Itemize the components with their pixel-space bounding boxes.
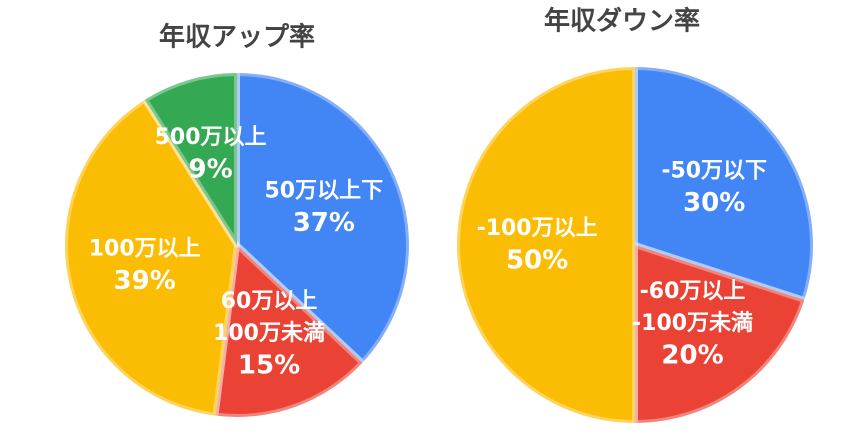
slice-label: 100万以上 xyxy=(89,237,201,262)
value-label: 20% xyxy=(661,341,723,371)
value-label: 39% xyxy=(114,266,176,296)
pie-slice xyxy=(632,64,816,304)
slice-label: 100万未満 xyxy=(213,320,325,346)
slice-label: 60万以上 xyxy=(221,289,318,314)
value-label: 30% xyxy=(683,188,745,218)
slice-label: -60万以上 xyxy=(640,279,746,304)
slice-label: -50万以下 xyxy=(661,158,767,183)
slice-label: -100万以上 xyxy=(477,216,598,241)
slice-label: 50万以上下 xyxy=(265,178,384,203)
value-label: 9% xyxy=(189,155,233,185)
pie-slice xyxy=(62,96,240,419)
slice-label: -100万未満 xyxy=(632,310,753,336)
pie-slice xyxy=(632,242,808,426)
pie-slice xyxy=(141,70,240,248)
pie-slice xyxy=(212,242,366,420)
slice-label: 500万以上 xyxy=(155,125,267,150)
value-label: 50% xyxy=(506,246,568,276)
pie-slice xyxy=(234,70,412,366)
pie-slice xyxy=(454,64,638,426)
chart-title: 年収アップ率 xyxy=(159,22,315,53)
value-label: 37% xyxy=(293,208,355,238)
chart-title: 年収ダウン率 xyxy=(544,6,700,37)
value-label: 15% xyxy=(238,351,300,381)
